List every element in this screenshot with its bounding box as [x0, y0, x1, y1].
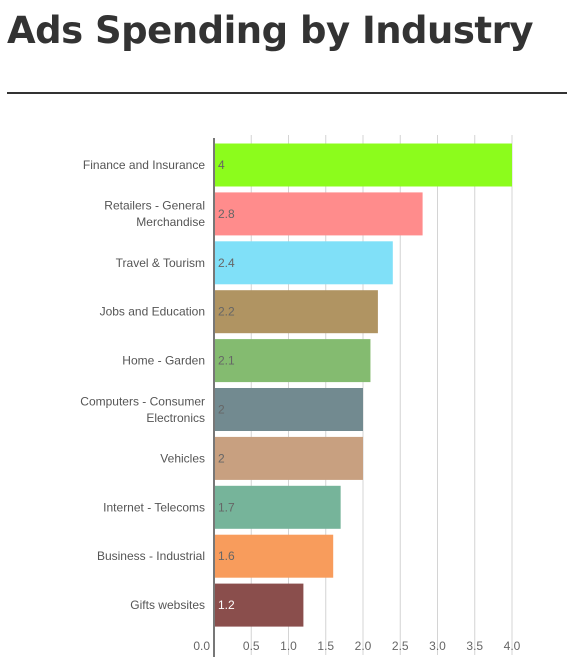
page-title: Ads Spending by Industry	[7, 9, 533, 52]
category-label: Computers - Consumer Electronics	[80, 394, 205, 425]
category-label: Jobs and Education	[100, 305, 205, 319]
value-label: 1.7	[218, 500, 235, 514]
category-label: Vehicles	[160, 451, 205, 465]
x-tick-label: 3.0	[429, 639, 446, 653]
value-label: 1.2	[218, 598, 235, 612]
category-label: Gifts websites	[130, 598, 205, 612]
bar	[214, 388, 363, 431]
value-label: 2.8	[218, 207, 235, 221]
x-tick-label: 2.5	[392, 639, 409, 653]
bar	[214, 290, 378, 334]
bar	[214, 241, 393, 285]
category-label: Travel & Tourism	[116, 256, 205, 270]
bars	[214, 143, 512, 627]
x-tick-label: 0.0	[193, 639, 210, 653]
x-tick-label: 0.5	[243, 639, 260, 653]
x-axis-ticks: 0.0 0.5 1.0 1.5 2.0 2.5 3.0 3.5 4.0	[193, 639, 520, 653]
value-label: 2.4	[218, 256, 235, 270]
category-label: Home - Garden	[122, 354, 205, 368]
x-tick-label: 3.5	[466, 639, 483, 653]
category-label: Finance and Insurance	[83, 158, 205, 172]
bar	[214, 583, 304, 627]
value-label: 1.6	[218, 549, 235, 563]
category-label: Internet - Telecoms	[103, 500, 205, 514]
bar	[214, 485, 341, 529]
x-tick-label: 2.0	[355, 639, 372, 653]
x-tick-label: 1.0	[280, 639, 297, 653]
bar	[214, 192, 423, 236]
category-labels: Finance and Insurance Retailers - General…	[80, 158, 205, 612]
category-label: Business - Industrial	[97, 549, 205, 563]
category-label: Retailers - General Merchandise	[104, 199, 205, 230]
bar	[214, 534, 334, 578]
x-tick-label: 1.5	[317, 639, 334, 653]
bar	[214, 339, 371, 383]
value-label: 2.2	[218, 305, 235, 319]
x-tick-label: 4.0	[504, 639, 521, 653]
value-label: 2.1	[218, 354, 235, 368]
value-label: 4	[218, 158, 225, 172]
bar	[214, 436, 363, 480]
value-labels: 4 2.8 2.4 2.2 2.1 2 2 1.7 1.6 1.2	[218, 158, 235, 612]
value-label: 2	[218, 403, 225, 417]
bar	[214, 143, 512, 187]
value-label: 2	[218, 451, 225, 465]
title-divider	[7, 92, 567, 94]
